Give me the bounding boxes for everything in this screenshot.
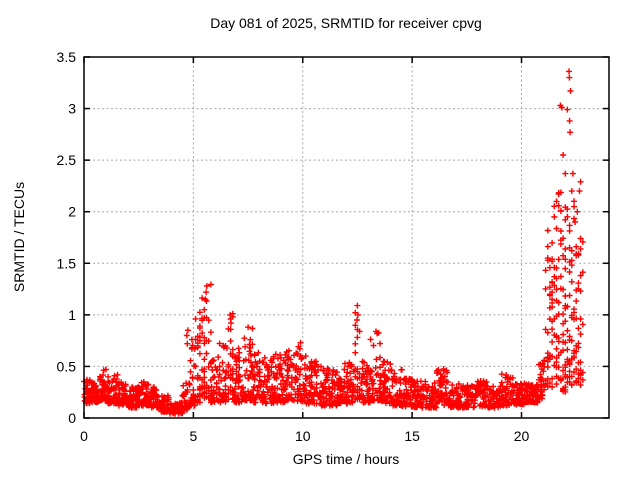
tick-labels: 0 5 10 15 20 0 0.5 1 1.5 2 2.5 3 3.5 [57,49,530,444]
y-tick-label: 1.5 [57,255,77,271]
y-tick-label: 3.5 [57,49,77,65]
x-tick-label: 5 [189,428,197,444]
plot-border [83,56,610,419]
x-axis-label: GPS time / hours [293,451,400,467]
y-axis-label: SRMTID / TECUs [11,182,27,292]
x-tick-label: 15 [404,428,420,444]
chart-title: Day 081 of 2025, SRMTID for receiver cpv… [210,15,482,31]
y-tick-label: 0 [68,410,76,426]
y-tick-label: 0.5 [57,358,77,374]
data-points [81,68,586,417]
scatter-plus-markers [81,68,586,417]
y-tick-label: 2 [68,204,76,220]
x-tick-label: 0 [80,428,88,444]
x-tick-label: 20 [514,428,530,444]
y-tick-label: 3 [68,101,76,117]
y-tick-label: 1 [68,307,76,323]
x-tick-label: 10 [295,428,311,444]
y-tick-label: 2.5 [57,152,77,168]
